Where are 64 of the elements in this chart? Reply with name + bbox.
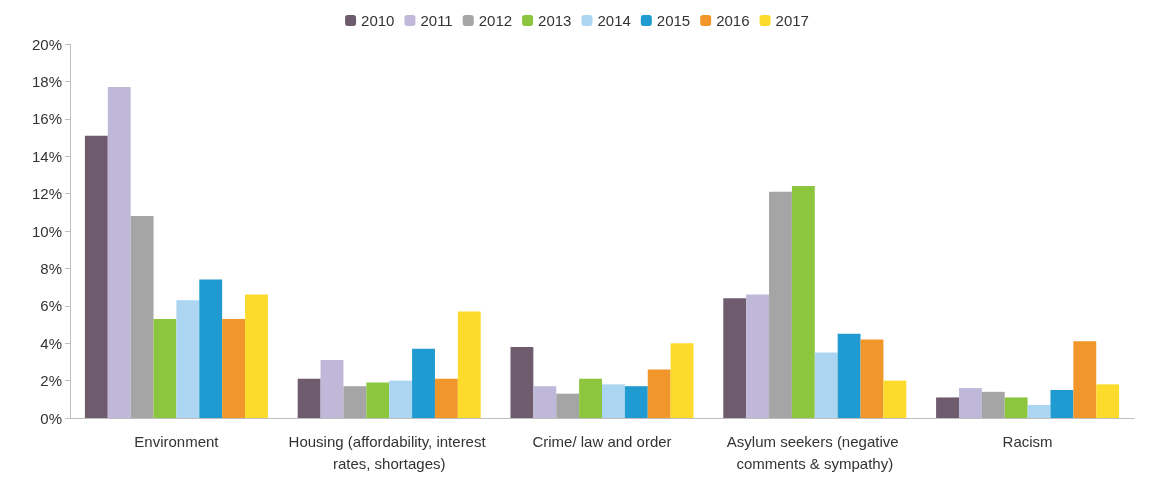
legend-label: 2014 <box>597 12 631 29</box>
y-tick-label: 4% <box>40 334 62 352</box>
bar <box>412 348 435 418</box>
bar <box>769 191 792 418</box>
legend-label: 2017 <box>775 12 809 29</box>
bar <box>860 339 884 418</box>
y-tick-label: 2% <box>40 372 62 390</box>
x-tick-label: Crime/ law and order <box>532 432 672 450</box>
bar <box>245 294 268 418</box>
y-tick-label: 10% <box>31 222 62 240</box>
y-tick-label: 16% <box>31 110 62 128</box>
bar <box>434 378 458 418</box>
bar <box>814 352 838 418</box>
bar <box>837 333 861 418</box>
y-tick-label: 0% <box>40 409 62 427</box>
bar <box>936 397 959 418</box>
bar <box>556 393 580 418</box>
y-tick-label: 20% <box>31 35 62 53</box>
bar <box>366 382 390 418</box>
x-tick-label: Housing (affordability, interest rates, shortages) <box>288 432 490 472</box>
bar <box>1027 404 1051 418</box>
y-tick-label: 14% <box>31 147 62 165</box>
bar <box>297 378 321 418</box>
bar <box>176 300 200 418</box>
x-tick-label: Asylum seekers (negative comments & sympathy) <box>726 432 903 472</box>
bar <box>883 380 907 418</box>
legend-label: 2012 <box>478 12 513 29</box>
bar <box>533 386 557 418</box>
bar <box>222 318 246 418</box>
bar <box>1004 397 1028 418</box>
bar <box>670 343 694 418</box>
bar <box>1050 389 1074 418</box>
bar <box>130 216 154 418</box>
bar <box>723 298 747 418</box>
bar <box>1096 384 1120 418</box>
bar <box>602 384 625 418</box>
bar <box>84 135 108 418</box>
x-tick-label: Racism <box>1002 432 1053 450</box>
bar <box>107 87 131 418</box>
bar <box>1073 341 1097 418</box>
bar <box>343 386 367 418</box>
x-tick-label: Environment <box>134 432 220 450</box>
bar <box>624 386 648 418</box>
y-tick-label: 8% <box>40 259 62 277</box>
bar <box>389 380 413 418</box>
bar <box>746 294 770 418</box>
bar <box>791 186 815 418</box>
legend-label: 2016 <box>716 12 750 29</box>
legend-label: 2010 <box>361 12 395 29</box>
bar <box>579 378 602 418</box>
y-tick-label: 18% <box>31 72 62 90</box>
bar <box>320 360 344 418</box>
y-tick-label: 12% <box>31 185 62 203</box>
bar <box>510 346 534 418</box>
legend-label: 2013 <box>538 12 572 29</box>
bar <box>153 318 177 418</box>
legend-label: 2011 <box>420 12 453 29</box>
bar <box>958 388 982 418</box>
bar <box>981 391 1005 418</box>
legend-label: 2015 <box>656 12 691 29</box>
y-tick-label: 6% <box>40 297 62 315</box>
bar <box>647 369 671 418</box>
bar <box>457 311 481 418</box>
bar <box>199 279 223 418</box>
